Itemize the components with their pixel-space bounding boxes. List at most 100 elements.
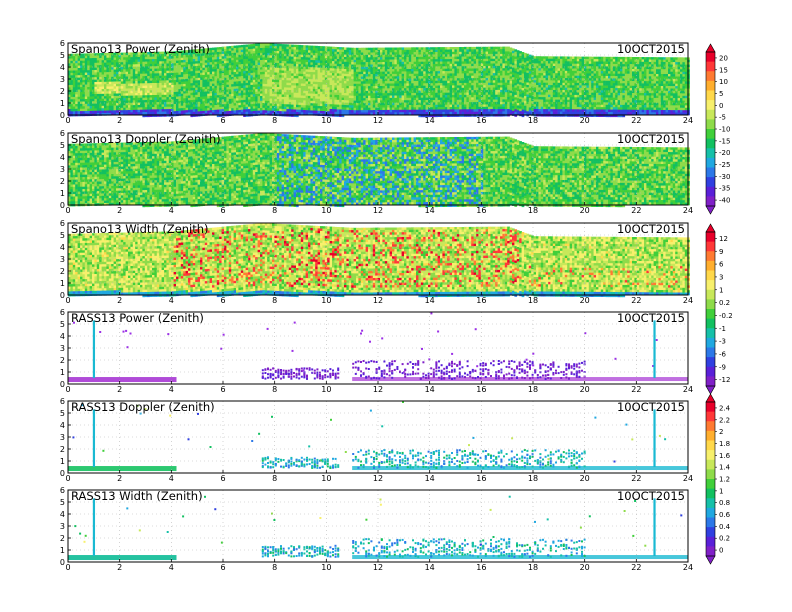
colorbar-swatch — [706, 290, 715, 300]
panel-date: 10OCT2015 — [617, 311, 685, 325]
x-tick-label: 22 — [631, 474, 641, 483]
x-tick-label: 6 — [220, 563, 225, 572]
y-tick-label: 4 — [60, 243, 65, 252]
colorbar-swatch — [706, 348, 715, 358]
x-tick-label: 24 — [683, 116, 693, 125]
x-tick-label: 4 — [169, 563, 174, 572]
x-tick-label: 14 — [425, 563, 435, 572]
x-tick-label: 18 — [528, 296, 538, 305]
colorbar-label: 0.4 — [719, 523, 731, 531]
y-tick-label: 3 — [60, 255, 65, 264]
x-tick-label: 14 — [425, 206, 435, 215]
colorbar-swatch — [706, 367, 715, 377]
y-tick-label: 3 — [60, 522, 65, 531]
y-tick-label: 4 — [60, 63, 65, 72]
y-tick-label: 6 — [60, 397, 65, 406]
y-tick-label: 5 — [60, 231, 65, 240]
x-tick-label: 22 — [631, 296, 641, 305]
y-tick-label: 3 — [60, 344, 65, 353]
colorbar-swatch — [706, 110, 715, 120]
colorbar-swatch — [706, 177, 715, 187]
x-tick-label: 8 — [272, 385, 277, 394]
x-tick-label: 14 — [425, 296, 435, 305]
x-tick-label: 2 — [117, 116, 122, 125]
colorbar-label: -15 — [719, 137, 730, 145]
colorbar-swatch — [706, 280, 715, 290]
y-tick-label: 2 — [60, 356, 65, 365]
colorbar-swatch — [706, 527, 715, 537]
x-tick-label: 20 — [580, 116, 590, 125]
colorbar-swatch — [706, 421, 715, 431]
colorbar-label: 6 — [719, 261, 724, 269]
x-tick-label: 18 — [528, 563, 538, 572]
panel-date: 10OCT2015 — [617, 222, 685, 236]
colorbar-swatch — [706, 402, 715, 412]
x-tick-label: 10 — [321, 206, 331, 215]
colorbar-label: 2.4 — [719, 404, 731, 412]
colorbar-label: 2.2 — [719, 416, 730, 424]
colorbar-label: 0 — [719, 547, 723, 555]
colorbar-swatch — [706, 271, 715, 281]
x-tick-label: 0 — [65, 116, 70, 125]
colorbar-swatch — [706, 129, 715, 139]
x-tick-label: 0 — [65, 385, 70, 394]
colorbar-swatch — [706, 251, 715, 261]
colorbar-swatch — [706, 498, 715, 508]
colorbar-label: -40 — [719, 197, 730, 205]
colorbar-label: 12 — [719, 235, 728, 243]
x-tick-label: 10 — [321, 296, 331, 305]
colorbar-swatch — [706, 81, 715, 91]
colorbar-swatch — [706, 309, 715, 319]
colorbar-label: -10 — [719, 126, 730, 134]
x-tick-label: 8 — [272, 474, 277, 483]
colorbar-arrow-top — [706, 394, 715, 402]
x-tick-label: 18 — [528, 116, 538, 125]
panel-date: 10OCT2015 — [617, 42, 685, 56]
panel-title: RASS13 Width (Zenith) — [71, 489, 203, 503]
x-tick-label: 4 — [169, 474, 174, 483]
x-tick-label: 8 — [272, 206, 277, 215]
x-tick-label: 8 — [272, 563, 277, 572]
colorbar-label: 0.2 — [719, 299, 730, 307]
colorbar-swatch — [706, 357, 715, 367]
y-tick-label: 6 — [60, 219, 65, 228]
y-tick-label: 5 — [60, 141, 65, 150]
x-tick-label: 6 — [220, 474, 225, 483]
x-tick-label: 2 — [117, 563, 122, 572]
panel-date: 10OCT2015 — [617, 489, 685, 503]
colorbar-swatch — [706, 546, 715, 556]
colorbar-swatch — [706, 319, 715, 329]
x-tick-label: 10 — [321, 563, 331, 572]
x-tick-label: 20 — [580, 563, 590, 572]
colorbar-rass: 2.42.221.81.61.41.210.80.60.40.20 — [706, 394, 731, 564]
colorbar-label: 10 — [719, 78, 728, 86]
y-tick-label: 3 — [60, 75, 65, 84]
x-tick-label: 16 — [476, 563, 486, 572]
x-tick-label: 2 — [117, 385, 122, 394]
colorbar-label: 1.2 — [719, 476, 730, 484]
x-tick-label: 14 — [425, 385, 435, 394]
colorbar-swatch — [706, 338, 715, 348]
colorbar-label: 9 — [719, 248, 723, 256]
colorbar-label: 0.8 — [719, 499, 730, 507]
colorbar-label: 15 — [719, 66, 728, 74]
x-tick-label: 24 — [683, 474, 693, 483]
colorbar-arrow-top — [706, 44, 715, 52]
x-tick-label: 0 — [65, 296, 70, 305]
x-tick-label: 22 — [631, 116, 641, 125]
colorbar-arrow-bottom — [706, 386, 715, 394]
x-tick-label: 16 — [476, 116, 486, 125]
x-tick-label: 8 — [272, 296, 277, 305]
x-tick-label: 18 — [528, 385, 538, 394]
y-tick-label: 4 — [60, 332, 65, 341]
panel-title: Spano13 Power (Zenith) — [71, 42, 210, 56]
colorbar-swatch — [706, 508, 715, 518]
